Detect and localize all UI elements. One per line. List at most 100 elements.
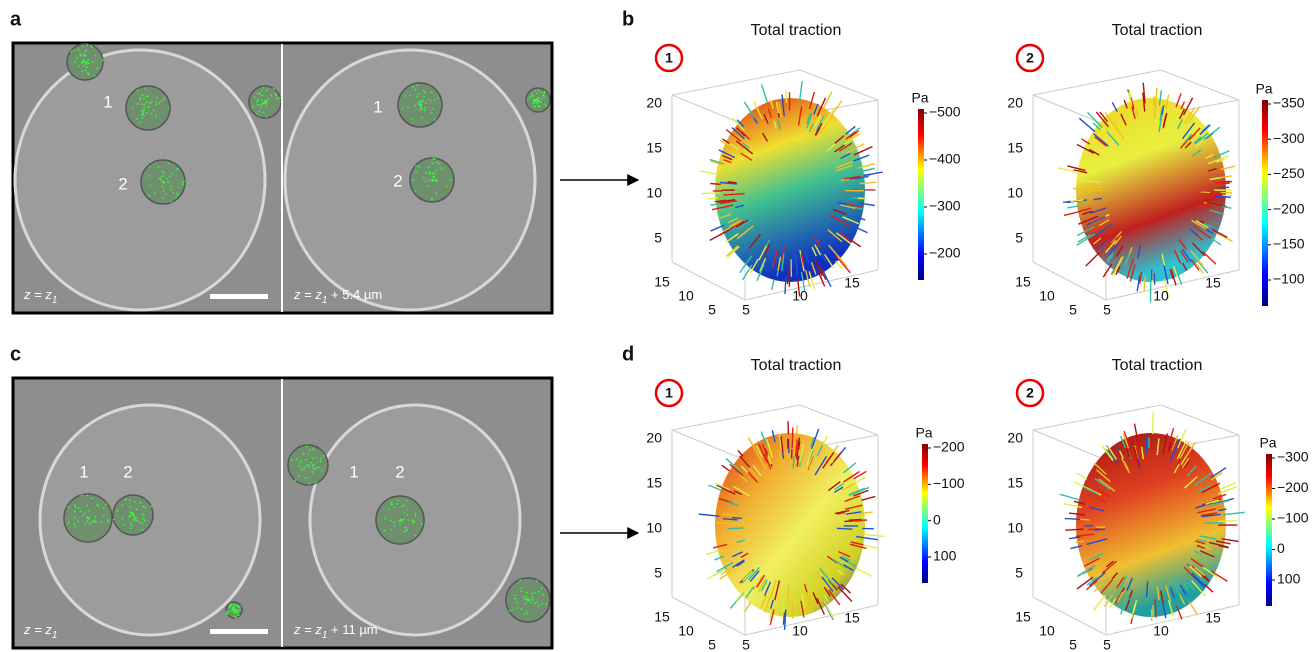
fluorescence (537, 601, 539, 603)
fluorescence (176, 168, 178, 170)
colorbar-tick-label: −300 (1273, 130, 1305, 146)
fluorescence (158, 178, 160, 180)
colorbar-unit: Pa (911, 90, 928, 106)
caption-text: z = z (23, 287, 52, 302)
fluorescence (87, 59, 89, 61)
fluorescence (312, 467, 314, 469)
fluorescence (306, 465, 308, 467)
colorbar-tick-label: −100 (933, 475, 965, 491)
fluorescence (80, 55, 82, 57)
z-tick-label: 5 (654, 230, 662, 246)
fluorescence (388, 508, 390, 510)
traction-vector (710, 184, 721, 185)
fluorescence (522, 596, 524, 598)
colorbar-tick-label: −350 (1273, 95, 1305, 111)
z-tick-label: 20 (646, 95, 662, 111)
colorbar-tick-label: −500 (929, 104, 961, 120)
fluorescence (137, 90, 139, 92)
fluorescence (141, 522, 143, 524)
fluorescence (94, 516, 96, 518)
fluorescence (537, 97, 539, 99)
fluorescence (78, 66, 80, 68)
y-tick-label: 10 (792, 623, 808, 639)
fluorescence (415, 191, 417, 193)
fluorescence (275, 93, 277, 95)
fluorescence (77, 521, 79, 523)
fluorescence (83, 59, 85, 61)
fluorescence (291, 459, 293, 461)
fluorescence (423, 96, 425, 98)
z-tick-label: 15 (646, 140, 662, 156)
fluorescence (533, 100, 535, 102)
fluorescence (142, 518, 144, 520)
box-edge (1033, 430, 1106, 460)
traction-vector (1079, 118, 1094, 131)
fluorescence (148, 175, 150, 177)
fluorescence (431, 112, 433, 114)
fluorescence (536, 93, 538, 95)
y-tick-label: 10 (1153, 288, 1169, 304)
fluorescence (264, 101, 266, 103)
fluorescence (163, 181, 165, 183)
fluorescence (130, 524, 132, 526)
traction-vector (1218, 487, 1236, 494)
colorbar-tick-label: 0 (1277, 540, 1285, 556)
fluorescence (139, 122, 141, 124)
traction-vector (701, 193, 719, 194)
fluorescence (129, 499, 131, 501)
fluorescence (423, 177, 425, 179)
traction-vector (793, 457, 794, 469)
panel-letter: d (622, 343, 634, 365)
colorbar-tick-label: 0 (933, 511, 941, 527)
fluorescence (105, 504, 107, 506)
colorbar-tick-label: −200 (1273, 200, 1305, 216)
fluorescence (139, 97, 141, 99)
fluorescence (163, 99, 165, 101)
fluorescence (136, 508, 138, 510)
cell-label: 1 (373, 97, 382, 116)
fluorescence (94, 519, 96, 521)
fluorescence (225, 611, 227, 613)
z-tick-label: 20 (646, 430, 662, 446)
fluorescence (276, 98, 278, 100)
fluorescence (86, 66, 88, 68)
fluorescence (266, 116, 268, 118)
plot-title: Total traction (751, 357, 842, 374)
traction-vector (1206, 196, 1216, 197)
fluorescence (130, 527, 132, 529)
fluorescence (139, 502, 141, 504)
fluorescence (143, 104, 145, 106)
fluorescence (233, 605, 235, 607)
panel-letter: b (622, 8, 634, 30)
fluorescence (103, 515, 105, 517)
fluorescence (540, 92, 542, 94)
fluorescence (94, 55, 96, 57)
fluorescence (262, 87, 264, 89)
traction-vector (727, 528, 743, 529)
fluorescence (421, 117, 423, 119)
fluorescence (531, 593, 533, 595)
fluorescence (538, 99, 540, 101)
traction-vector (864, 172, 883, 175)
fluorescence (182, 184, 184, 186)
fluorescence (162, 197, 164, 199)
fluorescence (527, 613, 529, 615)
fluorescence (150, 185, 152, 187)
fluorescence (270, 95, 272, 97)
traction-vector (706, 551, 719, 555)
fluorescence (532, 599, 534, 601)
fluorescence (527, 100, 529, 102)
traction-vector (1202, 251, 1215, 264)
fluorescence (183, 180, 185, 182)
traction-vector (1077, 473, 1087, 479)
fluorescence (421, 99, 423, 101)
fluorescence (154, 192, 156, 194)
fluorescence (156, 97, 158, 99)
traction-vector (1094, 529, 1106, 530)
x-tick-label: 15 (654, 609, 670, 625)
fluorescence (85, 63, 87, 65)
fluorescence (261, 99, 263, 101)
fluorescence (407, 519, 409, 521)
plot-marker: 1 (665, 50, 673, 66)
fluorescence (415, 515, 417, 517)
